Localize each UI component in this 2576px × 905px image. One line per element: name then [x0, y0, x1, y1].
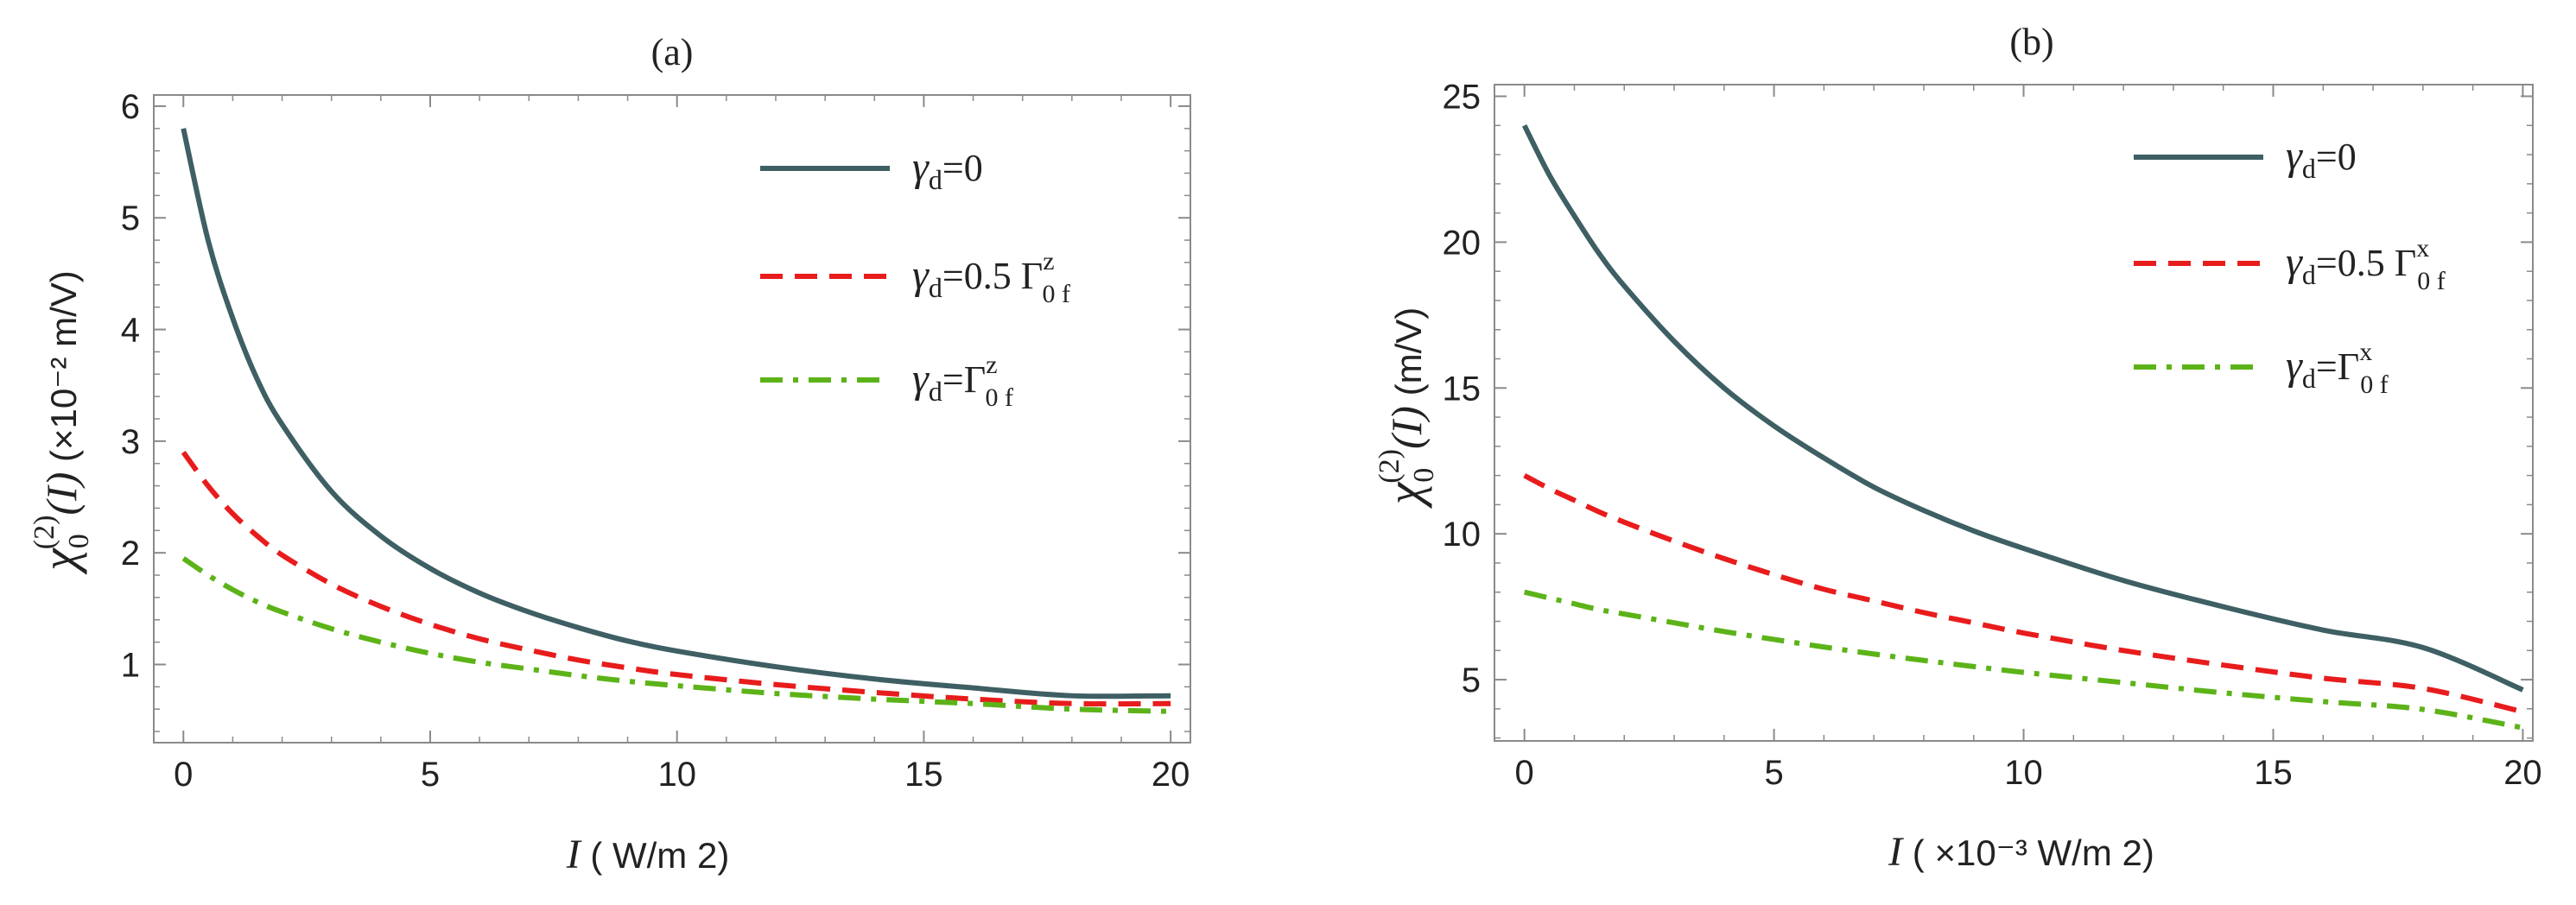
legend-value: =Γ [2316, 345, 2359, 388]
legend-subscript-2: 0 f [2360, 370, 2389, 399]
legend-label-1: γd=0 [912, 144, 983, 195]
legend-value: =0.5 Γ [2316, 242, 2416, 284]
legend-value: =0.5 Γ [942, 255, 1043, 297]
y-tick-label: 20 [1443, 224, 1482, 262]
series-line-2 [181, 451, 1171, 707]
legend-superscript: z [1043, 247, 1054, 275]
y-axis-subscript: 0 [1408, 468, 1440, 483]
x-axis-unit: ( W/m 2) [581, 835, 730, 876]
legend-gamma: γ [2286, 239, 2303, 285]
legend-gamma: γ [2286, 133, 2303, 179]
plot-frame [1494, 84, 2534, 742]
panel-label: (a) [651, 31, 694, 73]
legend-subscript-2: 0 f [1043, 280, 1071, 308]
legend-gamma: γ [912, 144, 930, 190]
x-tick-label: 5 [421, 756, 440, 794]
legend-subscript: d [929, 272, 942, 303]
y-tick-label: 2 [121, 535, 140, 573]
plot-frame [153, 94, 1191, 744]
legend-gamma: γ [912, 252, 930, 298]
legend-label-3: γd=Γx 0 f [2286, 338, 2389, 399]
series-line-1 [1521, 123, 2524, 693]
legend-superscript: x [2359, 338, 2372, 366]
x-tick-label: 10 [657, 756, 696, 794]
legend-subscript-2: 0 f [986, 383, 1014, 412]
legend-value: =0 [942, 147, 983, 189]
x-tick-label: 20 [1152, 756, 1190, 794]
series-line-2 [1523, 472, 2524, 715]
legend-subscript-2: 0 f [2417, 267, 2446, 295]
x-tick-label: 0 [174, 756, 193, 794]
y-tick-label: 3 [121, 423, 140, 461]
y-axis-argument: (I) [1382, 406, 1431, 449]
legend-subscript: d [929, 376, 942, 407]
y-axis-title: χ0(2)(I) (m/V) [1374, 307, 1440, 509]
x-tick-label: 15 [904, 756, 943, 794]
legend-value: =0 [2316, 136, 2357, 178]
legend-superscript: x [2416, 234, 2429, 263]
y-tick-label: 5 [121, 199, 140, 237]
x-tick-label: 20 [2503, 754, 2542, 792]
series-line-1 [181, 128, 1171, 699]
x-axis-title: I ( ×10⁻³ W/m 2) [1888, 829, 2154, 875]
legend-superscript: z [986, 351, 997, 379]
series-line-3 [1523, 589, 2523, 731]
legend-subscript: d [2302, 363, 2316, 394]
legend-subscript: d [2302, 153, 2316, 184]
y-axis-argument: (I) [37, 472, 86, 516]
y-tick-label: 15 [1443, 370, 1482, 408]
y-axis-symbol: χ [31, 547, 87, 575]
x-tick-label: 10 [2004, 754, 2043, 792]
legend-subscript: d [2302, 259, 2316, 290]
x-tick-label: 5 [1764, 754, 1783, 792]
y-axis-title: χ0(2)(I) (×10⁻² m/V) [29, 270, 95, 575]
legend-label-1: γd=0 [2286, 133, 2357, 184]
y-tick-label: 1 [121, 646, 140, 684]
legend-label-2: γd=0.5 Γz 0 f [912, 247, 1070, 308]
legend-label-2: γd=0.5 Γx 0 f [2286, 234, 2446, 295]
legend-subscript: d [929, 164, 942, 195]
y-axis-subscript: 0 [63, 534, 95, 548]
x-axis-symbol: I [1888, 829, 1904, 875]
panel-label: (b) [2009, 21, 2053, 63]
series-line-3 [181, 556, 1171, 714]
y-tick-label: 25 [1443, 79, 1482, 117]
legend-gamma: γ [2286, 343, 2303, 389]
x-axis-unit: ( ×10⁻³ W/m 2) [1902, 832, 2154, 873]
legend-label-3: γd=Γz 0 f [912, 351, 1013, 412]
x-tick-label: 0 [1515, 754, 1534, 792]
legend-gamma: γ [912, 356, 930, 402]
y-axis-unit: (×10⁻² m/V) [43, 270, 84, 471]
x-axis-symbol: I [566, 832, 582, 877]
y-axis-superscript: (2) [1374, 449, 1405, 484]
x-tick-label: 15 [2254, 754, 2293, 792]
y-tick-label: 4 [121, 312, 140, 350]
y-tick-label: 10 [1443, 516, 1482, 554]
legend-value: =Γ [942, 358, 986, 401]
y-axis-symbol: χ [1376, 481, 1432, 509]
x-axis-title: I ( W/m 2) [566, 832, 730, 877]
y-tick-label: 5 [1462, 661, 1481, 699]
y-axis-unit: (m/V) [1388, 307, 1429, 406]
y-axis-superscript: (2) [29, 516, 60, 550]
y-tick-label: 6 [121, 88, 140, 126]
